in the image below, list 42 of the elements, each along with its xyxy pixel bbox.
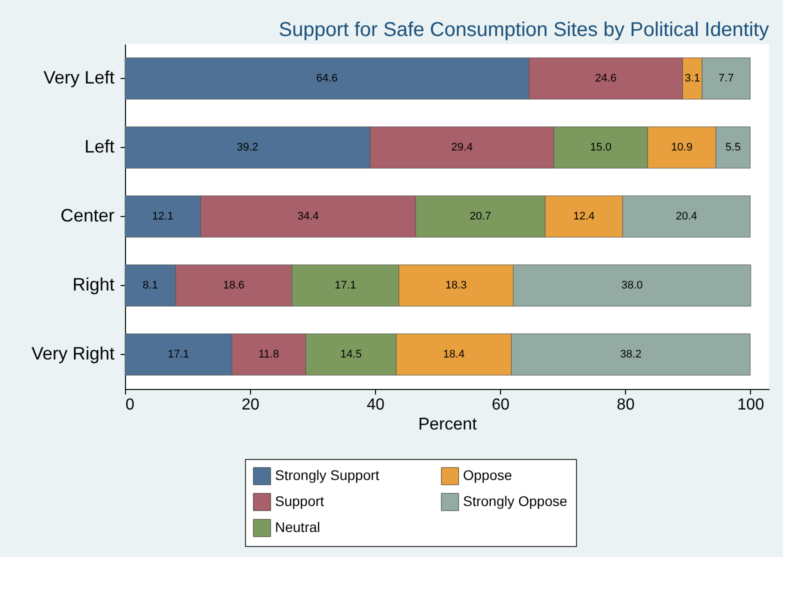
y-tick-label: Very Right bbox=[31, 344, 114, 364]
data-label: 20.4 bbox=[676, 210, 698, 222]
data-label: 38.0 bbox=[621, 280, 643, 292]
data-label: 24.6 bbox=[595, 72, 617, 84]
legend-label: Strongly Oppose bbox=[463, 493, 568, 509]
legend-label: Strongly Support bbox=[275, 467, 380, 484]
data-label: 12.1 bbox=[152, 210, 174, 222]
y-tick-label: Left bbox=[84, 136, 114, 156]
legend-label: Neutral bbox=[275, 519, 320, 535]
data-label: 10.9 bbox=[671, 142, 692, 154]
data-label: 15.0 bbox=[590, 142, 612, 154]
data-label: 7.7 bbox=[718, 72, 734, 84]
data-label: 29.4 bbox=[451, 142, 473, 154]
data-label: 39.2 bbox=[236, 142, 258, 154]
x-tick-label: 0 bbox=[126, 396, 134, 414]
data-label: 5.5 bbox=[725, 142, 741, 154]
x-tick-label: 20 bbox=[242, 396, 260, 414]
y-tick-label: Right bbox=[72, 274, 114, 294]
data-label: 8.1 bbox=[142, 280, 158, 292]
data-label: 11.8 bbox=[258, 348, 280, 360]
data-label: 20.7 bbox=[470, 210, 492, 222]
data-label: 18.6 bbox=[223, 280, 245, 292]
y-tick-label: Very Left bbox=[43, 68, 114, 88]
legend-label: Support bbox=[275, 493, 324, 509]
data-label: 14.5 bbox=[340, 348, 362, 360]
x-tick-label: 100 bbox=[737, 396, 764, 414]
data-label: 18.4 bbox=[443, 348, 465, 360]
x-tick-label: 40 bbox=[366, 396, 385, 414]
chart-title: Support for Safe Consumption Sites by Political Identity bbox=[278, 19, 769, 41]
data-label: 3.1 bbox=[684, 72, 700, 84]
data-label: 12.4 bbox=[573, 210, 595, 222]
data-label: 64.6 bbox=[316, 72, 338, 84]
x-axis-title: Percent bbox=[418, 414, 478, 434]
y-tick-label: Center bbox=[60, 206, 114, 226]
data-label: 38.2 bbox=[620, 348, 642, 360]
data-label: 18.3 bbox=[445, 280, 467, 292]
x-tick-label: 60 bbox=[492, 396, 510, 414]
data-label: 17.1 bbox=[334, 280, 356, 292]
data-label: 17.1 bbox=[168, 348, 190, 360]
legend-label: Oppose bbox=[463, 467, 512, 484]
x-tick-label: 80 bbox=[616, 396, 635, 414]
data-label: 34.4 bbox=[297, 210, 319, 222]
